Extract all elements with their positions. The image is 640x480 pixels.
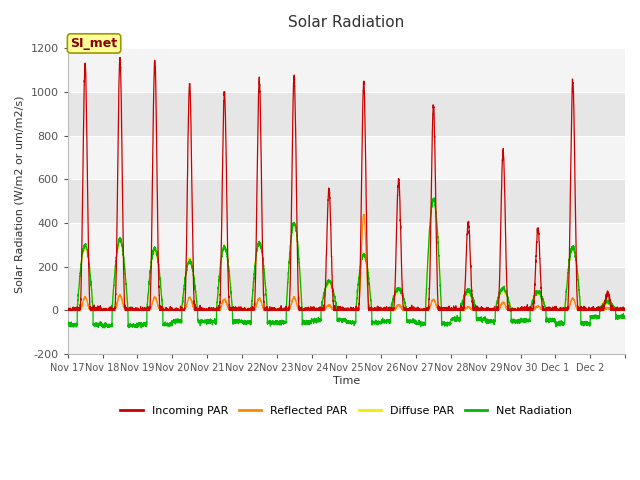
Title: Solar Radiation: Solar Radiation: [288, 15, 404, 30]
Text: SI_met: SI_met: [70, 37, 118, 50]
Bar: [68, 311, 625, 354]
Bar: [68, 223, 625, 267]
Bar: [68, 267, 625, 311]
Bar: [68, 180, 625, 223]
Bar: [68, 136, 625, 180]
Bar: [68, 92, 625, 136]
Legend: Incoming PAR, Reflected PAR, Diffuse PAR, Net Radiation: Incoming PAR, Reflected PAR, Diffuse PAR…: [116, 401, 577, 420]
X-axis label: Time: Time: [333, 376, 360, 386]
Y-axis label: Solar Radiation (W/m2 or um/m2/s): Solar Radiation (W/m2 or um/m2/s): [15, 96, 25, 293]
Bar: [68, 48, 625, 92]
